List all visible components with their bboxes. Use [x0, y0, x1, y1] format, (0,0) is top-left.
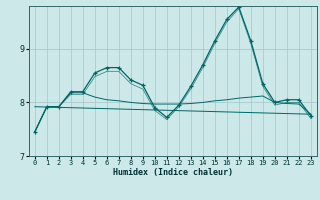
X-axis label: Humidex (Indice chaleur): Humidex (Indice chaleur) — [113, 168, 233, 177]
